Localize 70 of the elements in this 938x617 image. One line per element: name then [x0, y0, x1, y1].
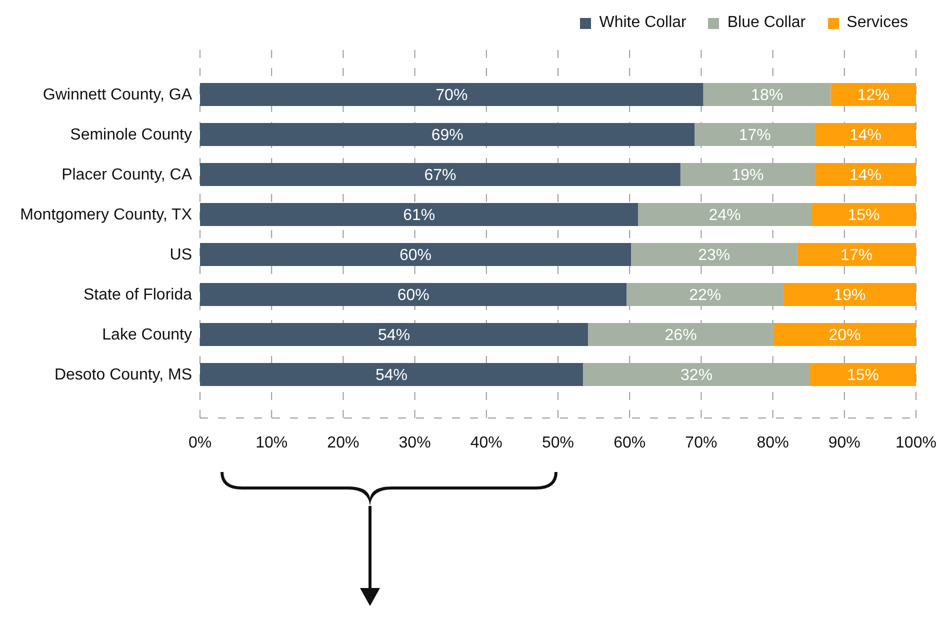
bar [810, 363, 916, 386]
x-tick-label: 10% [256, 434, 288, 452]
x-tick-label: 50% [542, 434, 574, 452]
bar [200, 203, 638, 226]
x-tick-label: 40% [470, 434, 502, 452]
x-tick-label: 90% [828, 434, 860, 452]
x-tick-label: 20% [327, 434, 360, 452]
data-label: 54% [376, 367, 408, 384]
data-label: 61% [403, 207, 436, 224]
bar [680, 163, 816, 186]
y-tick-label: State of Florida [84, 286, 192, 304]
bar [830, 83, 916, 106]
bar [200, 283, 627, 306]
y-tick-label: Seminole County [70, 126, 192, 144]
bar [200, 123, 695, 146]
data-label: 17% [840, 247, 873, 264]
data-label: 17% [738, 127, 771, 144]
data-label: 19% [834, 287, 866, 304]
legend-label: White Collar [598, 14, 686, 32]
data-label: 15% [848, 207, 880, 224]
y-tick-label: Gwinnett County, GA [42, 86, 192, 104]
data-label: 20% [828, 327, 861, 344]
x-tick-label: 70% [685, 434, 718, 452]
data-label: 19% [732, 167, 764, 184]
bar [638, 203, 812, 226]
data-label: 23% [698, 247, 730, 264]
bar [583, 363, 810, 386]
data-label: 12% [857, 87, 890, 104]
data-label: 60% [397, 287, 430, 304]
data-label: 60% [400, 247, 432, 264]
x-tick-label: 100% [896, 434, 936, 452]
bar [626, 283, 784, 306]
bar [631, 243, 798, 266]
data-label: 14% [850, 167, 882, 184]
legend-label: Services [846, 14, 908, 32]
x-tick-label: 30% [398, 434, 431, 452]
x-tick-label: 60% [614, 434, 646, 452]
bar [200, 323, 588, 346]
data-label: 26% [664, 327, 697, 344]
data-label: 22% [689, 287, 722, 304]
x-tick-label: 80% [756, 434, 789, 452]
y-tick-label: Lake County [102, 326, 192, 344]
bar [200, 243, 632, 266]
bar [694, 123, 816, 146]
data-label: 14% [850, 127, 882, 144]
y-tick-label: US [170, 246, 192, 264]
y-tick-label: Desoto County, MS [54, 366, 192, 384]
data-label: 18% [751, 87, 784, 104]
bar [815, 163, 916, 186]
bar [200, 163, 680, 186]
data-label: 70% [436, 87, 468, 104]
bar [811, 203, 916, 226]
bar [588, 323, 774, 346]
data-label: 15% [847, 367, 880, 384]
data-label: 69% [431, 127, 464, 144]
bar [703, 83, 831, 106]
bar [815, 123, 916, 146]
bar [774, 323, 916, 346]
data-label: 32% [680, 367, 713, 384]
legend-label: Blue Collar [726, 14, 806, 32]
bar [784, 283, 916, 306]
bar [200, 83, 704, 106]
y-tick-label: Placer County, CA [62, 166, 192, 184]
x-tick-label: 0% [188, 434, 212, 452]
data-label: 67% [424, 167, 456, 184]
bar [200, 363, 584, 386]
y-tick-label: Montgomery County, TX [20, 206, 192, 224]
data-label: 24% [708, 207, 741, 224]
data-label: 54% [378, 327, 410, 344]
bar [797, 243, 916, 266]
